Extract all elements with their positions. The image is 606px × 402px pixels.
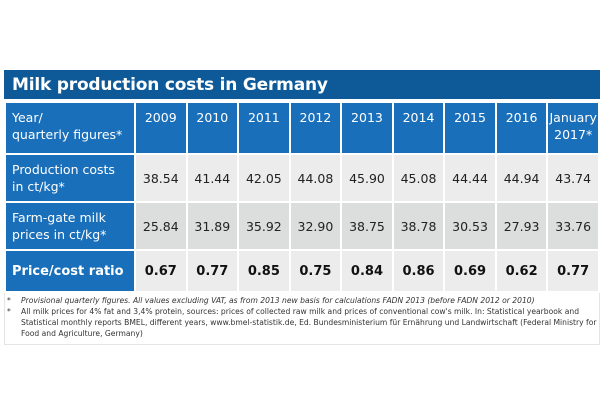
row-header-line: Price/cost ratio [12,263,124,279]
table-cell: 0.85 [237,249,291,293]
table-cell: 45.90 [340,153,394,203]
table-cell: 0.62 [494,249,549,293]
table-cell: 43.74 [546,153,600,203]
table-cell: 44.08 [288,153,343,203]
footnote: * All milk prices for 4% fat and 3,4% pr… [5,306,599,339]
column-header: 2012 [288,101,343,155]
table-cell: 33.76 [546,201,600,251]
table-cell: 0.77 [185,249,240,293]
footnote-marker: * [7,296,11,305]
footnote: * Provisional quarterly figures. All val… [5,295,599,306]
table-cell: 45.08 [391,153,446,203]
column-header: 2009 [134,101,188,155]
column-header: 2013 [340,101,394,155]
row-header-line: Production costs [12,162,115,177]
corner-header: Year/ quarterly figures* [4,101,136,155]
column-header-line: 2017* [554,127,593,142]
row-header: Production costs in ct/kg* [4,153,136,203]
column-header-line: 2010 [196,110,229,125]
milk-costs-table-container: Milk production costs in Germany Year/ q… [4,70,600,293]
footnote-text: Provisional quarterly figures. All value… [21,296,535,305]
table-cell: 44.44 [443,153,497,203]
corner-header-line: Year/ [12,110,43,125]
table-cell: 32.90 [288,201,343,251]
table-cell: 27.93 [494,201,549,251]
column-header-line: 2015 [454,110,486,125]
footnotes: * Provisional quarterly figures. All val… [4,293,600,345]
table-cell: 0.69 [443,249,497,293]
table-row: Farm-gate milk prices in ct/kg* 25.84 31.89… [4,201,600,251]
column-header: 2016 [494,101,549,155]
row-header-line: prices in ct/kg* [12,227,107,242]
table-cell: 0.67 [134,249,188,293]
table-cell: 35.92 [237,201,291,251]
column-header-line: 2012 [299,110,332,125]
footnote-text: All milk prices for 4% fat and 3,4% prot… [21,307,597,338]
table-cell: 25.84 [134,201,188,251]
table-cell: 38.78 [391,201,446,251]
table-cell: 0.77 [546,249,600,293]
table-cell: 0.75 [288,249,343,293]
table-row: Price/cost ratio 0.67 0.77 0.85 0.75 0.84 0.86… [4,249,600,293]
column-header: 2014 [391,101,446,155]
row-header: Farm-gate milk prices in ct/kg* [4,201,136,251]
column-header: January 2017* [546,101,600,155]
header-row: Year/ quarterly figures* 2009 2010 2011 201… [4,101,600,155]
table-cell: 44.94 [494,153,549,203]
column-header-line: January [549,110,597,125]
column-header: 2011 [237,101,291,155]
table-row: Production costs in ct/kg* 38.54 41.44 42.05… [4,153,600,203]
table-cell: 38.75 [340,201,394,251]
column-header-line: 2014 [402,110,435,125]
table-cell: 30.53 [443,201,497,251]
column-header: 2015 [443,101,497,155]
column-header-line: 2016 [505,110,538,125]
table-cell: 0.84 [340,249,394,293]
column-header-line: 2011 [247,110,280,125]
row-header-line: in ct/kg* [12,179,65,194]
table-title: Milk production costs in Germany [4,70,600,101]
column-header-line: 2009 [144,110,177,125]
column-header: 2010 [185,101,240,155]
footnote-marker: * [7,307,11,316]
table-cell: 38.54 [134,153,188,203]
table-cell: 0.86 [391,249,446,293]
corner-header-line: quarterly figures* [12,127,123,142]
milk-costs-table: Year/ quarterly figures* 2009 2010 2011 201… [4,101,600,293]
table-cell: 31.89 [185,201,240,251]
column-header-line: 2013 [351,110,383,125]
table-cell: 41.44 [185,153,240,203]
table-cell: 42.05 [237,153,291,203]
row-header: Price/cost ratio [4,249,136,293]
row-header-line: Farm-gate milk [12,210,106,225]
